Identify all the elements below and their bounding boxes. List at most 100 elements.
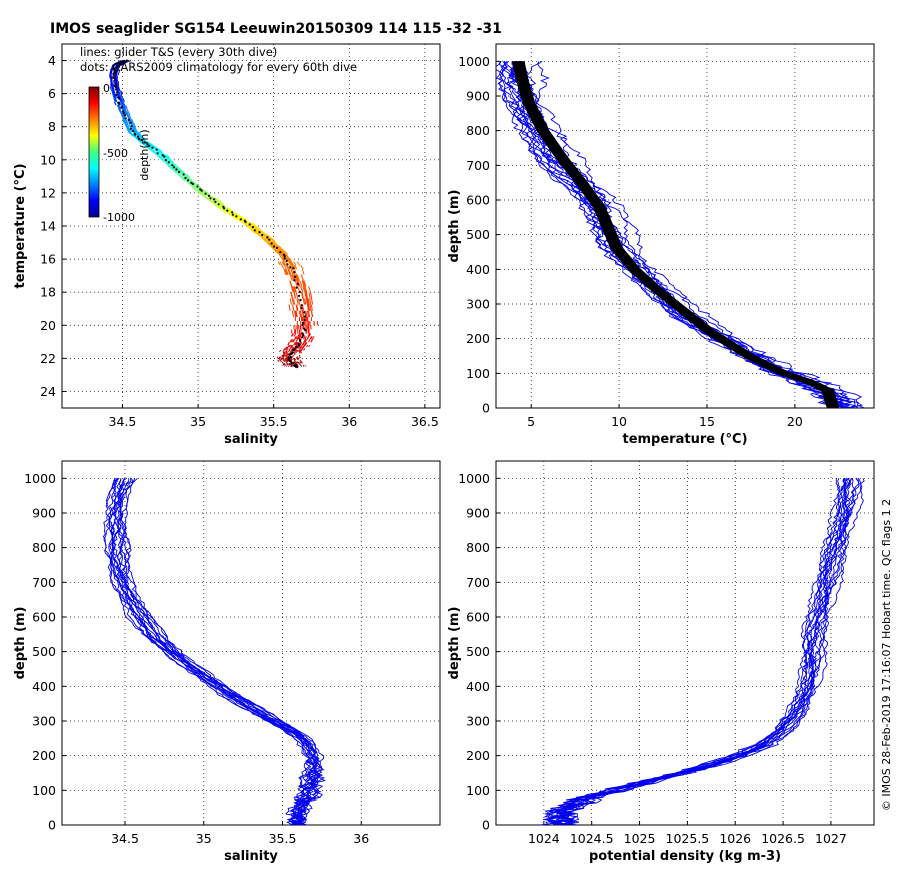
ts-segment xyxy=(270,241,276,247)
ts-segment xyxy=(285,257,289,262)
ts-segment xyxy=(304,292,307,299)
ts-segment xyxy=(184,173,189,178)
ts-dot xyxy=(296,282,299,285)
ts-dot xyxy=(231,211,234,214)
ts-segment xyxy=(288,268,292,275)
ts-dot xyxy=(299,299,302,302)
ts-segment xyxy=(286,354,288,357)
ts-segment xyxy=(125,111,129,116)
ts-segment xyxy=(285,361,288,364)
ts-segment xyxy=(296,298,299,305)
legend-lines-note: lines: glider T&S (every 30th dive) xyxy=(80,45,277,59)
ts-segment xyxy=(285,253,290,259)
y-tick-label: 100 xyxy=(32,783,56,798)
ts-segment xyxy=(283,268,287,275)
ts-segment xyxy=(196,184,202,189)
ts-segment xyxy=(299,346,302,349)
ts-segment xyxy=(279,359,282,363)
ts-segment xyxy=(111,65,114,69)
x-tick-label: 1024.5 xyxy=(570,831,614,846)
ts-segment xyxy=(287,268,291,275)
y-tick-label: 20 xyxy=(40,318,56,333)
y-axis-label: depth (m) xyxy=(447,190,462,263)
ts-segment xyxy=(273,249,279,255)
ts-segment xyxy=(109,70,112,74)
ts-dot xyxy=(113,79,116,82)
ts-segment xyxy=(119,60,122,63)
ts-segment xyxy=(293,361,297,364)
ts-dot xyxy=(113,77,116,80)
x-tick-label: 1026 xyxy=(719,831,751,846)
ts-segment xyxy=(114,98,117,103)
ts-segment xyxy=(157,147,163,152)
ts-dot xyxy=(301,336,304,339)
ts-segment xyxy=(167,165,173,171)
ts-segment xyxy=(113,70,115,74)
ts-dot xyxy=(112,73,115,76)
x-tick-label: 1025.5 xyxy=(666,831,710,846)
ts-segment xyxy=(289,339,293,343)
ts-dot xyxy=(251,226,254,229)
ts-dot xyxy=(163,155,166,158)
ts-segment xyxy=(118,65,121,69)
colorbar-tick-top: 0 xyxy=(103,82,110,95)
ts-segment xyxy=(211,200,217,205)
ts-segment xyxy=(290,333,294,337)
ts-segment xyxy=(299,349,302,353)
ts-segment xyxy=(175,165,180,171)
ts-segment xyxy=(159,154,164,159)
glider-profile xyxy=(119,477,326,825)
ts-dot xyxy=(115,88,118,91)
ts-dot xyxy=(296,366,299,369)
ts-segment xyxy=(300,346,303,349)
ts-segment xyxy=(285,265,290,270)
y-tick-label: 200 xyxy=(466,748,490,763)
ts-segment xyxy=(197,190,203,195)
ts-segment xyxy=(164,161,170,167)
ts-segment xyxy=(232,210,238,215)
ts-dot xyxy=(115,93,118,96)
ts-segment xyxy=(296,304,299,311)
glider-profile xyxy=(116,478,318,825)
ts-segment xyxy=(307,304,310,311)
ts-segment xyxy=(290,349,293,353)
ts-segment xyxy=(199,190,205,195)
ts-segment xyxy=(284,358,287,361)
ts-segment xyxy=(125,123,129,128)
ts-segment xyxy=(306,336,310,340)
y-tick-label: 600 xyxy=(466,193,490,208)
ts-segment xyxy=(178,173,183,178)
ts-segment xyxy=(127,127,131,132)
glider-profile xyxy=(543,478,847,825)
ts-dot xyxy=(148,144,151,147)
ts-dot xyxy=(172,166,176,169)
ts-segment xyxy=(300,361,303,364)
ts-segment xyxy=(203,194,209,199)
ts-segment xyxy=(249,222,256,227)
density-profile-panel: 1024 1024.5 1025 1025.5 1026 1026.5 1027 0 100 20… xyxy=(447,460,875,864)
ts-dot xyxy=(155,148,158,151)
ts-segment xyxy=(117,72,120,76)
ts-segment xyxy=(141,136,145,140)
ts-dot xyxy=(295,286,298,289)
ts-dot xyxy=(292,267,295,270)
ts-segment xyxy=(293,358,296,361)
ts-segment xyxy=(111,90,114,95)
ts-segment xyxy=(297,336,300,340)
ts-segment xyxy=(284,351,286,354)
ts-segment xyxy=(302,298,305,305)
ts-segment xyxy=(286,257,290,262)
ts-segment xyxy=(285,356,288,359)
ts-segment xyxy=(291,310,294,318)
ts-segment xyxy=(192,180,198,185)
ts-dot xyxy=(156,152,159,155)
ts-segment xyxy=(213,197,219,202)
ts-dot xyxy=(118,63,121,66)
ts-segment xyxy=(288,257,292,262)
ts-dot xyxy=(298,290,301,294)
ts-dot xyxy=(114,66,117,69)
ts-segment xyxy=(294,341,297,346)
ts-segment xyxy=(269,237,274,243)
ts-dot xyxy=(123,59,126,63)
y-tick-label: 800 xyxy=(32,540,56,555)
